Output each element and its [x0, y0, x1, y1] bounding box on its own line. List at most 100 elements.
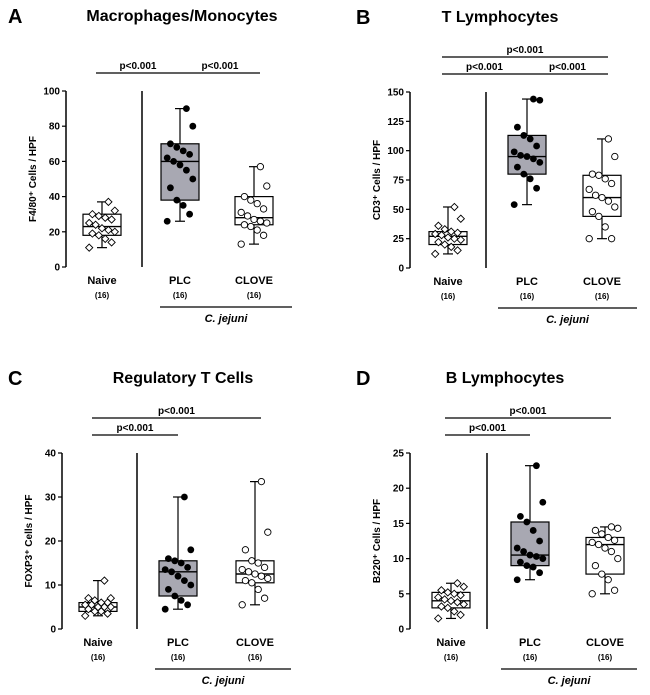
data-point — [254, 559, 262, 567]
data-point — [248, 579, 256, 587]
y-tick-label: 30 — [45, 493, 57, 504]
sample-size-label: (16) — [91, 653, 106, 662]
data-point — [183, 105, 190, 112]
category-label: PLC — [519, 637, 541, 649]
box-naive: Naive (16) — [82, 197, 122, 300]
data-point — [260, 594, 269, 602]
data-point — [604, 197, 613, 205]
data-point — [611, 203, 619, 211]
data-point — [510, 201, 518, 209]
data-point — [254, 585, 262, 594]
data-point — [256, 163, 265, 171]
data-point — [248, 557, 256, 565]
category-label: PLC — [167, 637, 189, 649]
data-point — [187, 581, 195, 589]
category-label: Naive — [87, 275, 116, 287]
data-point — [251, 570, 259, 578]
panel-c: C Regulatory T Cells 0 10 20 30 40 FOXP3⁺ Cells… — [8, 368, 291, 687]
data-point — [536, 569, 543, 577]
data-point — [264, 528, 272, 536]
y-tick-label: 0 — [50, 625, 56, 636]
data-point — [607, 235, 616, 243]
y-tick-label: 25 — [393, 449, 405, 460]
data-point — [591, 191, 600, 199]
data-point — [241, 546, 250, 554]
y-tick-label: 20 — [393, 484, 405, 495]
data-point — [88, 229, 97, 238]
data-point — [453, 579, 462, 588]
data-point — [539, 555, 547, 562]
group-label: C. jejuni — [205, 313, 249, 325]
box-clove: CLOVE (16) — [234, 163, 274, 300]
data-point — [189, 122, 197, 130]
data-point — [526, 135, 534, 143]
data-point — [459, 600, 469, 609]
sample-size-label: (16) — [444, 653, 459, 662]
data-point — [247, 222, 255, 231]
panel-title: Regulatory T Cells — [113, 370, 254, 387]
data-point — [529, 563, 537, 571]
data-point — [443, 233, 453, 242]
y-axis-label: F4/80⁺ Cells / HPF — [28, 136, 39, 222]
data-point — [106, 593, 116, 603]
data-point — [434, 221, 443, 230]
data-point — [259, 231, 268, 239]
data-point — [107, 238, 116, 247]
data-point — [240, 221, 249, 229]
data-point — [238, 601, 246, 609]
data-point — [607, 179, 616, 188]
data-point — [173, 143, 181, 151]
data-point — [437, 602, 446, 611]
data-point — [238, 565, 246, 574]
data-point — [110, 227, 120, 237]
y-tick-label: 50 — [393, 205, 405, 216]
sample-size-label: (16) — [173, 291, 188, 300]
panel-d: D B Lymphocytes 0 5 10 15 20 25 B220⁺ Cells / HP… — [356, 368, 637, 687]
data-point — [110, 206, 120, 215]
data-point — [171, 557, 179, 565]
data-point — [103, 609, 112, 618]
data-point — [523, 562, 531, 570]
data-point — [533, 462, 540, 470]
category-label: CLOVE — [586, 637, 624, 649]
data-point — [165, 555, 172, 562]
significance-label: p<0.001 — [510, 406, 547, 417]
data-point — [611, 152, 619, 161]
data-point — [517, 512, 524, 520]
data-point — [250, 215, 258, 224]
data-point — [264, 574, 272, 583]
data-point — [601, 175, 609, 183]
data-point — [181, 577, 188, 584]
y-tick-label: 80 — [49, 122, 61, 133]
data-point — [430, 249, 440, 259]
box-iqr — [160, 143, 200, 201]
sample-size-label: (16) — [520, 292, 535, 301]
data-point — [520, 132, 528, 139]
significance-label: p<0.001 — [549, 62, 586, 73]
data-point — [168, 568, 176, 576]
significance-label: p<0.001 — [158, 406, 195, 417]
y-tick-label: 60 — [49, 157, 61, 168]
data-point — [523, 153, 531, 160]
data-point — [177, 597, 185, 604]
data-point — [260, 563, 269, 572]
data-point — [165, 586, 172, 593]
data-point — [526, 551, 534, 559]
y-tick-label: 40 — [45, 449, 57, 460]
data-point — [530, 155, 537, 163]
data-point — [84, 243, 94, 252]
data-point — [588, 170, 597, 178]
data-point — [80, 611, 90, 621]
data-point — [100, 576, 109, 585]
data-point — [243, 212, 252, 220]
panel-a: A Macrophages/Monocytes 0 20 40 60 80 100 F4/80⁺… — [8, 6, 292, 325]
data-point — [595, 171, 603, 179]
data-point — [247, 196, 255, 204]
data-point — [244, 568, 253, 576]
data-point — [434, 237, 443, 247]
data-point — [533, 184, 540, 192]
data-point — [440, 225, 450, 234]
category-label: PLC — [516, 276, 538, 288]
category-label: Naive — [433, 276, 462, 288]
